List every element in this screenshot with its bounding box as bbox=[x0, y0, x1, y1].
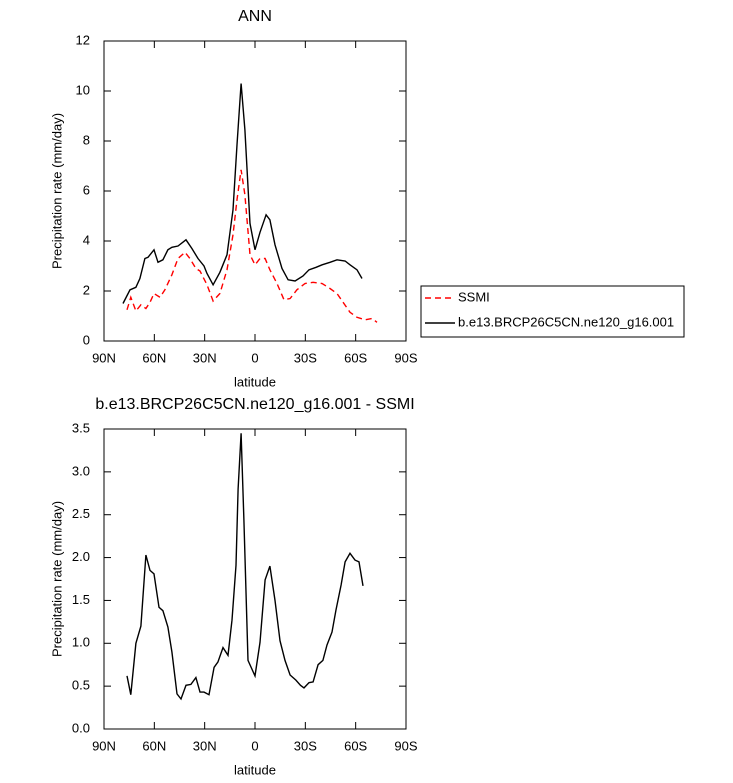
y-tick-label: 0 bbox=[83, 332, 90, 347]
y-tick-label: 6 bbox=[83, 182, 90, 197]
chart-title: b.e13.BRCP26C5CN.ne120_g16.001 - SSMI bbox=[95, 396, 414, 413]
x-tick-label: 60N bbox=[142, 350, 166, 365]
x-tick-label: 30S bbox=[294, 350, 317, 365]
y-tick-label: 1.5 bbox=[72, 592, 90, 607]
x-axis-label: latitude bbox=[234, 374, 276, 389]
series-line bbox=[126, 169, 378, 323]
y-tick-label: 10 bbox=[76, 82, 90, 97]
x-tick-label: 90S bbox=[394, 350, 417, 365]
x-tick-label: 30N bbox=[193, 350, 217, 365]
y-tick-label: 2.0 bbox=[72, 549, 90, 564]
y-tick-label: 1.0 bbox=[72, 635, 90, 650]
x-tick-label: 30N bbox=[193, 738, 217, 753]
x-tick-label: 90S bbox=[394, 738, 417, 753]
y-axis-label: Precipitation rate (mm/day) bbox=[49, 113, 64, 269]
y-axis-label: Precipitation rate (mm/day) bbox=[49, 501, 64, 657]
plot-frame bbox=[103, 428, 407, 730]
chart-title: ANN bbox=[238, 8, 272, 25]
y-tick-label: 3.5 bbox=[72, 420, 90, 435]
x-tick-label: 60S bbox=[344, 350, 367, 365]
y-tick-label: 8 bbox=[83, 132, 90, 147]
series-line bbox=[126, 433, 364, 701]
legend-box bbox=[420, 285, 685, 338]
legend-label: SSMI bbox=[458, 289, 490, 304]
plot-frame bbox=[103, 40, 407, 342]
x-tick-label: 0 bbox=[251, 350, 258, 365]
x-tick-label: 30S bbox=[294, 738, 317, 753]
x-tick-label: 90N bbox=[92, 738, 116, 753]
x-tick-label: 60S bbox=[344, 738, 367, 753]
x-tick-label: 90N bbox=[92, 350, 116, 365]
x-tick-label: 0 bbox=[251, 738, 258, 753]
y-tick-label: 2 bbox=[83, 282, 90, 297]
y-tick-label: 4 bbox=[83, 232, 90, 247]
y-tick-label: 3.0 bbox=[72, 463, 90, 478]
y-tick-label: 0.0 bbox=[72, 720, 90, 735]
series-line bbox=[122, 83, 363, 304]
y-tick-label: 12 bbox=[76, 32, 90, 47]
y-tick-label: 0.5 bbox=[72, 678, 90, 693]
legend-label: b.e13.BRCP26C5CN.ne120_g16.001 bbox=[458, 314, 674, 329]
x-tick-label: 60N bbox=[142, 738, 166, 753]
y-tick-label: 2.5 bbox=[72, 506, 90, 521]
x-axis-label: latitude bbox=[234, 762, 276, 777]
